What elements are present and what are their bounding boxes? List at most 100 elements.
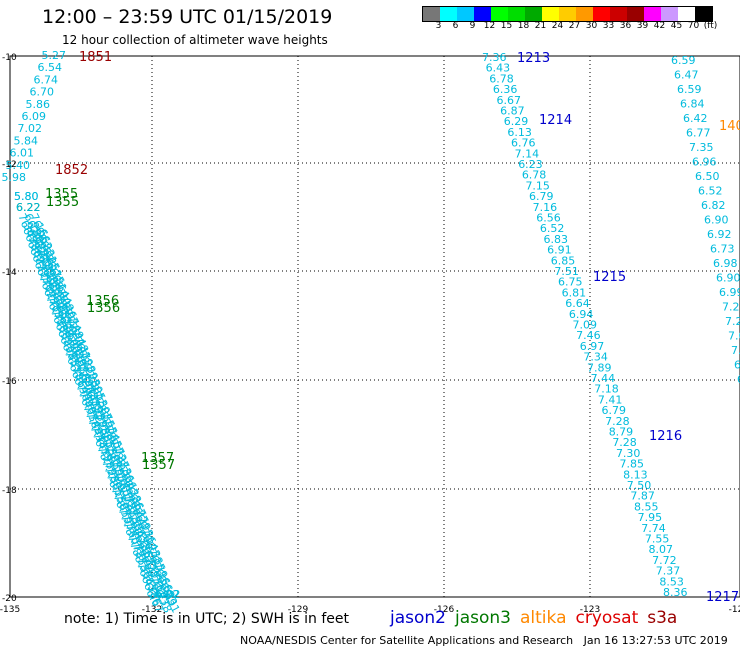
swh-value: 7.02 — [18, 122, 43, 135]
swh-value: 6.13 — [507, 126, 531, 139]
swh-value: 6.91 — [547, 244, 572, 257]
swh-value: 7.85 — [620, 458, 645, 471]
swh-value: 7.30 — [616, 447, 641, 460]
swh-value: 7.95 — [638, 511, 663, 524]
lon-label: -132 — [142, 605, 162, 615]
colorbar-swatch — [576, 7, 593, 21]
pass-label-jason2: 1215 — [593, 270, 626, 285]
lon-label: -12 — [729, 605, 740, 615]
colorbar-tick: 24 — [551, 21, 564, 31]
map-frame — [9, 55, 740, 598]
swh-value: 6.87 — [500, 105, 524, 118]
swh-value: 6. — [734, 359, 740, 372]
swh-value: 5.27 — [42, 49, 67, 62]
swh-value: 6.81 — [562, 286, 587, 299]
colorbar-swatch — [525, 7, 542, 21]
swh-value: 6.83 — [544, 233, 569, 246]
colorbar-tick: 6 — [452, 21, 459, 31]
colorbar-tick: 27 — [568, 21, 581, 31]
pass-label-jason2: 1216 — [649, 429, 682, 444]
swh-value: 5.80 — [14, 190, 39, 203]
swh-value: 6.98 — [713, 257, 738, 270]
swh-value: 6.74 — [34, 73, 59, 86]
swh-value: 7.14 — [515, 147, 540, 160]
swh-value: 6.97 — [580, 340, 605, 353]
swh-value: 7.34 — [583, 351, 608, 364]
swh-value: 6.52 — [698, 185, 723, 198]
legend-item-cryosat: cryosat — [575, 608, 639, 628]
pass-label-jason3: 1355 — [45, 187, 78, 202]
swh-value: 7.18 — [594, 383, 619, 396]
swh-value: 6.52 — [540, 222, 565, 235]
colorbar-swatch — [440, 7, 457, 21]
swh-value: 6.02 — [156, 588, 181, 601]
swh-value: 6.99 — [719, 286, 740, 299]
swh-value: 6.47 — [674, 69, 699, 82]
swh-value: 6.78 — [489, 72, 514, 85]
swh-value: 6.01 — [10, 147, 35, 160]
pass-label-jason3: 1356 — [87, 301, 120, 316]
colorbar-tick: 42 — [653, 21, 666, 31]
colorbar-tick: 18 — [517, 21, 530, 31]
swh-value: 7.24 — [722, 301, 740, 314]
swh-value: 6.43 — [486, 62, 511, 75]
colorbar-swatch — [474, 7, 491, 21]
swh-value: 6.76 — [511, 137, 535, 150]
colorbar-tick: 70 — [687, 21, 700, 31]
swh-value: 5.98 — [2, 171, 27, 184]
colorbar-tick: (ft) — [703, 21, 718, 31]
colorbar-tick: 39 — [636, 21, 649, 31]
pass-label-jason2: 1217 — [706, 590, 739, 605]
colorbar-tick: 3 — [435, 21, 442, 31]
colorbar-swatch — [678, 7, 695, 21]
swh-value: 5.80 — [14, 190, 39, 203]
pass-label-jason2: 1214 — [539, 113, 572, 128]
swh-value: 7.89 — [587, 361, 612, 374]
pass-label-jason3: 1356 — [86, 294, 119, 309]
swh-value: 6.94 — [569, 308, 594, 321]
swh-value: 6.90 — [716, 272, 740, 285]
lon-label: -135 — [0, 605, 20, 615]
swh-value: 7.50 — [627, 479, 652, 492]
colorbar-tick: 30 — [585, 21, 598, 31]
colorbar-tick: 33 — [602, 21, 615, 31]
colorbar-tick: 9 — [469, 21, 476, 31]
pass-label-jason3: 1355 — [46, 195, 79, 210]
pass-label-jason3: 1357 — [142, 458, 175, 473]
swh-value: 6.22 — [16, 201, 41, 214]
swh-value: 6.42 — [683, 112, 708, 125]
colorbar-tick: 21 — [534, 21, 547, 31]
lat-label: -10 — [2, 53, 17, 63]
swh-value: 7.35 — [689, 141, 714, 154]
map-subtitle: 12 hour collection of altimeter wave hei… — [62, 33, 328, 47]
colorbar-tick: 12 — [483, 21, 496, 31]
lat-label: -18 — [2, 486, 17, 496]
colorbar-swatch — [542, 7, 559, 21]
colorbar-tick: 45 — [670, 21, 683, 31]
colorbar-swatch — [627, 7, 644, 21]
lat-label: -20 — [2, 594, 17, 604]
swh-value: 6.54 — [38, 61, 63, 74]
swh-value: 8.55 — [634, 500, 659, 513]
swh-value: 6.59 — [677, 83, 702, 96]
credit-text: NOAA/NESDIS Center for Satellite Applica… — [240, 634, 574, 647]
footer-credit: NOAA/NESDIS Center for Satellite Applica… — [240, 634, 728, 647]
swh-value: 7.55 — [645, 533, 670, 546]
swh-value: 6.36 — [493, 83, 518, 96]
swh-value: 5.86 — [26, 98, 51, 111]
lon-label: -123 — [580, 605, 600, 615]
map-title: 12:00 – 23:59 UTC 01/15/2019 — [42, 6, 333, 28]
colorbar-swatch — [559, 7, 576, 21]
legend-item-s3a: s3a — [647, 608, 678, 628]
swh-value: 7.74 — [641, 522, 666, 535]
wave-height-colorbar — [422, 6, 713, 22]
units-note: note: 1) Time is in UTC; 2) SWH is in fe… — [64, 611, 350, 627]
swh-value: 6.67 — [496, 94, 520, 107]
lat-label: -16 — [2, 377, 17, 387]
swh-value: 6.09 — [22, 110, 47, 123]
swh-value: 7.0 — [731, 344, 740, 357]
colorbar-swatch — [457, 7, 474, 21]
colorbar-swatch — [593, 7, 610, 21]
swh-value: 7.51 — [554, 265, 579, 278]
